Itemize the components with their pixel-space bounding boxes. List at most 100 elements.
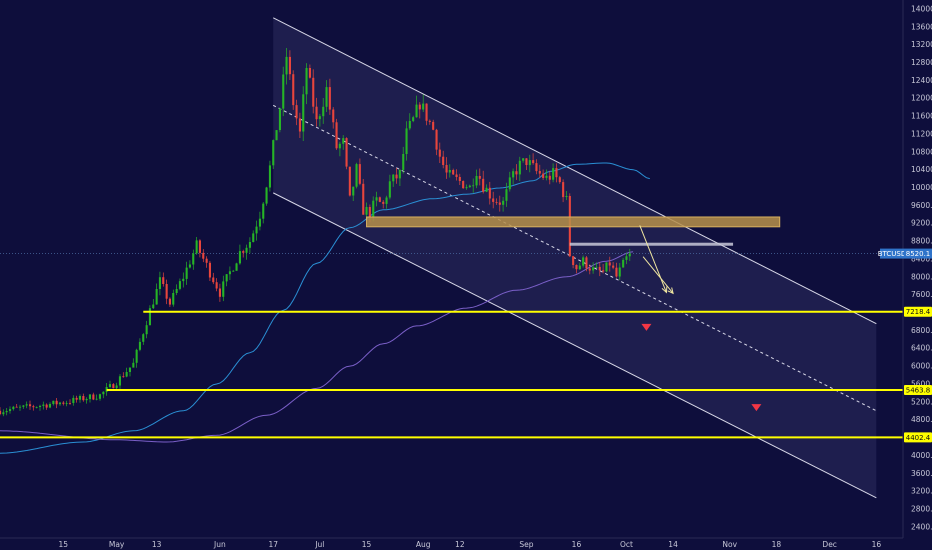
candle-body xyxy=(505,189,508,201)
candle-body xyxy=(508,177,511,190)
candle-body xyxy=(5,411,8,413)
candle-body xyxy=(162,277,165,284)
candle-body xyxy=(558,177,561,183)
candle-body xyxy=(142,334,145,342)
time-axis[interactable]: 15 May 13 Jun 17 Jul 15 Aug 12 Sep 16 Oct 14 Nov 18 Dec… xyxy=(59,540,882,549)
projection-arrow-head xyxy=(667,287,674,295)
price-tick-label: 13600.0 xyxy=(911,22,932,31)
candle-body xyxy=(165,284,168,299)
candle-body xyxy=(108,384,111,387)
candle-body xyxy=(615,267,618,277)
candle-body xyxy=(592,267,595,271)
candle-body xyxy=(395,174,398,179)
candle-body xyxy=(492,198,495,202)
candle-body xyxy=(525,158,528,165)
down-triangle-marker xyxy=(641,323,652,331)
candle-body xyxy=(345,138,348,167)
candle-body xyxy=(302,94,305,132)
price-tick-label: 8000.0 xyxy=(911,272,932,281)
candle-body xyxy=(608,262,611,266)
candle-body xyxy=(445,165,448,173)
candle-body xyxy=(245,247,248,253)
channel-mid-line xyxy=(273,104,877,412)
candle-body xyxy=(548,175,551,180)
candle-body xyxy=(175,289,178,293)
candle-body xyxy=(285,56,288,75)
candle-body xyxy=(462,181,465,189)
candle-body xyxy=(502,200,505,205)
time-tick-label: Jun xyxy=(213,540,226,549)
time-tick-label: 16 xyxy=(572,540,582,549)
price-badges: 7218.4 5463.8 4402.4 BTCUSD 8520.1 xyxy=(878,248,932,443)
candle-body xyxy=(425,103,428,121)
support-level-badge xyxy=(904,385,932,396)
candle-body xyxy=(392,174,395,182)
candle-body xyxy=(55,400,58,405)
candle-body xyxy=(355,164,358,187)
candle-body xyxy=(29,404,32,407)
price-tick-label: 2800.0 xyxy=(911,504,932,513)
candle-body xyxy=(52,400,55,404)
time-tick-label: 12 xyxy=(455,540,465,549)
price-tick-label: 11200.0 xyxy=(911,129,932,138)
candle-body xyxy=(128,367,131,372)
candle-body xyxy=(32,406,35,408)
candle-body xyxy=(325,87,328,107)
candle-body xyxy=(375,197,378,201)
candle-body xyxy=(485,187,488,192)
candle-body xyxy=(155,289,158,305)
candle-body xyxy=(88,394,91,400)
projection-arrow-line xyxy=(639,225,667,293)
candle-body xyxy=(205,258,208,263)
candle-body xyxy=(338,143,341,149)
candle-body xyxy=(248,242,251,248)
candle-body xyxy=(475,176,478,186)
candle-body xyxy=(218,288,221,297)
candle-body xyxy=(358,164,361,184)
time-tick-label: May xyxy=(109,540,125,549)
candle-body xyxy=(335,122,338,149)
price-tick-label: 3200.0 xyxy=(911,487,932,496)
candle-body xyxy=(122,376,125,378)
price-tick-label: 12000.0 xyxy=(911,94,932,103)
ma-long-line xyxy=(0,251,634,443)
candle-body xyxy=(628,253,631,257)
candle-body xyxy=(305,68,308,95)
candle-body xyxy=(415,104,418,118)
price-tick-label: 9200.0 xyxy=(911,219,932,228)
candle-body xyxy=(15,406,18,408)
candle-body xyxy=(575,265,578,270)
candle-body xyxy=(618,267,621,277)
time-tick-label: 15 xyxy=(59,540,69,549)
price-tick-label: 14000.0 xyxy=(911,4,932,13)
candle-body xyxy=(68,403,71,404)
candle-body xyxy=(188,264,191,268)
candle-body xyxy=(418,104,421,110)
price-tick-label: 4800.0 xyxy=(911,415,932,424)
candle-body xyxy=(145,325,148,335)
price-tick-label: 7600.0 xyxy=(911,290,932,299)
price-tick-label: 8800.0 xyxy=(911,237,932,246)
candle-body xyxy=(9,409,12,411)
candle-body xyxy=(132,362,135,368)
time-tick-label: 17 xyxy=(268,540,278,549)
candle-body xyxy=(135,349,138,363)
candle-body xyxy=(622,259,625,268)
candle-body xyxy=(92,394,95,400)
current-price-badge xyxy=(904,248,932,259)
candle-body xyxy=(102,391,105,395)
candle-body xyxy=(182,278,185,282)
candle-body xyxy=(482,178,485,192)
candle-body xyxy=(258,218,261,227)
time-tick-label: 18 xyxy=(772,540,782,549)
candle-body xyxy=(232,270,235,272)
candle-body xyxy=(528,160,531,166)
candle-body xyxy=(602,270,605,272)
candle-body xyxy=(275,130,278,141)
candle-body xyxy=(435,129,438,150)
candle-body xyxy=(152,304,155,309)
candle-body xyxy=(542,173,545,178)
candle-body xyxy=(588,268,591,271)
